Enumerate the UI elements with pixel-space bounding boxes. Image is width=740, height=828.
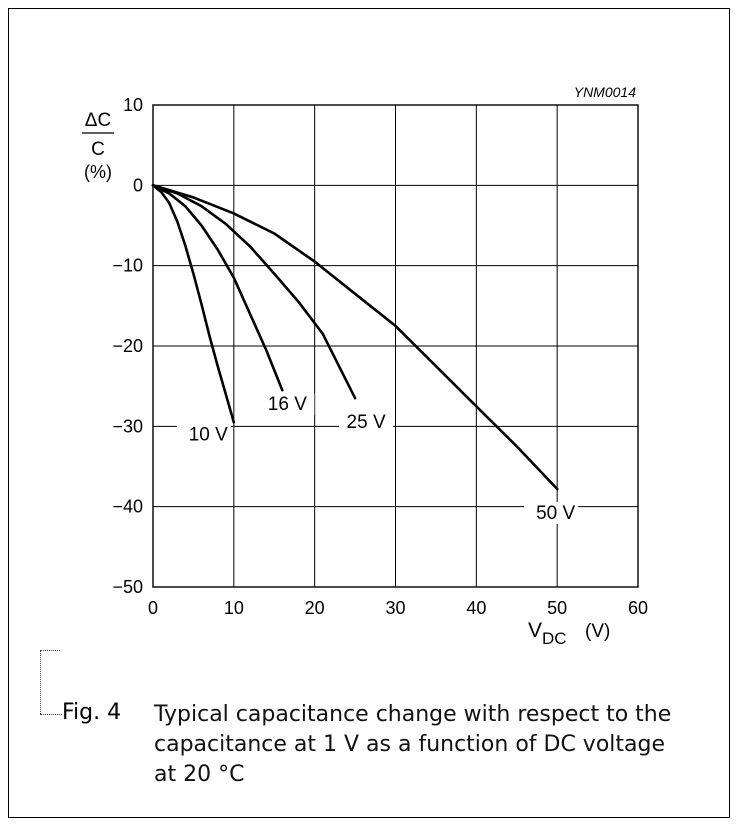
series-line: [151, 184, 559, 491]
figure-id: YNM0014: [574, 84, 636, 100]
series-labels: 10 V 16 V 25 V 50 V: [176, 393, 579, 524]
series-lines: [151, 184, 559, 491]
series-label: 16 V: [268, 394, 307, 415]
series-label: 10 V: [189, 424, 228, 445]
series-label-bg: [339, 411, 394, 434]
series-label-bg: [176, 423, 231, 446]
y-axis-label-unit: (%): [84, 162, 112, 182]
series-line: [151, 184, 357, 400]
caption-bracket: [40, 650, 41, 714]
y-tick-label: −40: [112, 497, 143, 517]
y-axis-label-numerator: ΔC: [85, 110, 111, 131]
caption-bracket-top: [40, 650, 60, 651]
grid: [152, 104, 639, 588]
y-tick-label: −20: [112, 336, 143, 356]
series-line: [151, 184, 284, 392]
y-tick-label: 0: [133, 175, 143, 195]
series-label: 25 V: [347, 412, 386, 433]
tick-labels: 0 10 20 30 40 50 60 10 0 −10 −20 −30 −40 −50: [112, 95, 648, 618]
x-tick-label: 10: [224, 598, 244, 618]
x-tick-label: 50: [547, 598, 567, 618]
y-tick-label: −30: [112, 416, 143, 436]
x-tick-label: 60: [628, 598, 648, 618]
x-axis-label-subscript: DC: [542, 629, 567, 648]
figure-number: Fig. 4: [62, 700, 122, 725]
figure-frame: [8, 8, 730, 818]
x-axis-label-unit: (V): [585, 621, 610, 642]
x-tick-label: 40: [466, 598, 486, 618]
y-tick-label: 10: [123, 95, 143, 115]
y-tick-label: −50: [112, 577, 143, 597]
series-label-bg: [524, 501, 579, 524]
x-axis-label-main: V: [528, 619, 542, 642]
y-axis-label-denominator: C: [91, 139, 105, 160]
x-tick-label: 30: [385, 598, 405, 618]
series-line: [151, 184, 236, 424]
x-tick-label: 0: [148, 598, 158, 618]
caption-bracket-bottom: [40, 714, 62, 715]
series-label-bg: [260, 393, 315, 416]
x-tick-label: 20: [305, 598, 325, 618]
plot-area: [152, 104, 639, 588]
plot-border: [152, 104, 639, 588]
caption-text: Typical capacitance change with respect …: [154, 702, 672, 787]
series-label: 50 V: [536, 503, 575, 524]
y-tick-label: −10: [112, 256, 143, 276]
